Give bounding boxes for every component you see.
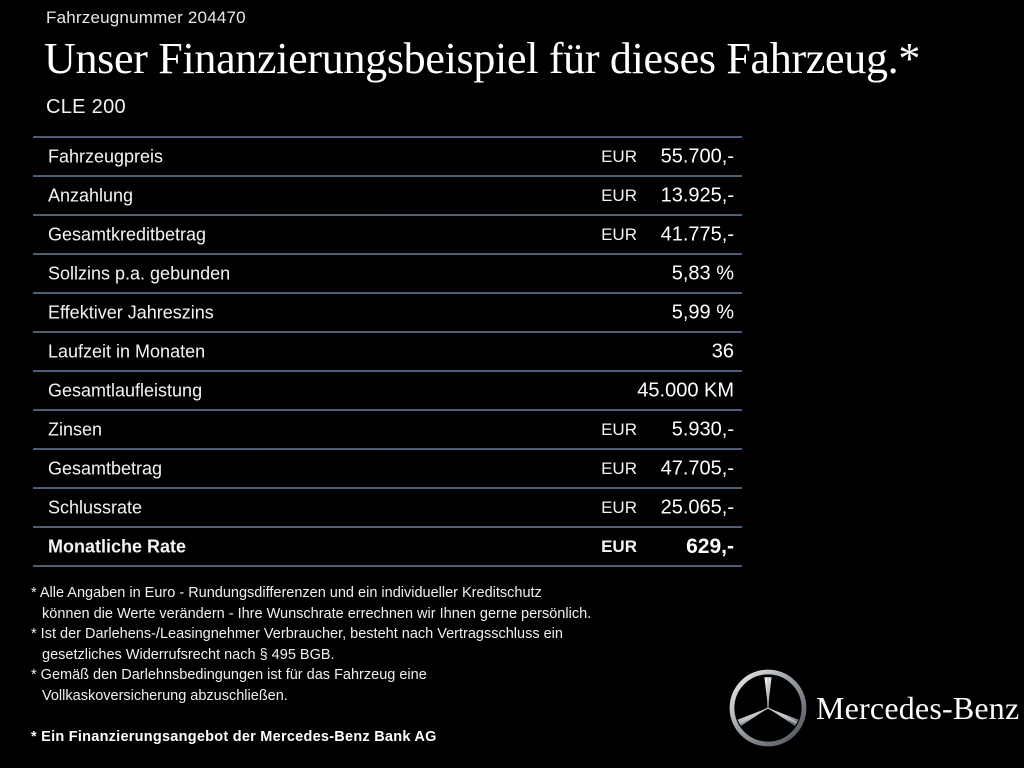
vehicle-model: CLE 200 (46, 96, 126, 118)
footnote-text: gesetzliches Widerrufsrecht nach § 495 B… (42, 646, 335, 663)
table-divider (33, 253, 742, 255)
finance-table: Fahrzeugpreis EUR 55.700,- Anzahlung EUR 13.9… (33, 136, 742, 567)
table-row: Laufzeit in Monaten 36 (33, 333, 742, 370)
row-currency: EUR (601, 458, 637, 478)
footnote-text: Vollkaskoversicherung abzuschließen. (42, 687, 288, 704)
row-label: Gesamtkreditbetrag (48, 224, 207, 244)
table-divider (33, 136, 742, 138)
row-value: 45.000 KM (637, 379, 734, 401)
table-row: Gesamtbetrag EUR 47.705,- (33, 450, 742, 487)
table-divider (33, 448, 742, 450)
row-currency: EUR (601, 146, 637, 166)
row-currency: EUR (601, 536, 637, 556)
row-label: Sollzins p.a. gebunden (48, 263, 231, 283)
row-value: 5.930,- (671, 418, 734, 440)
row-value: 25.065,- (660, 496, 734, 518)
table-row: Gesamtkreditbetrag EUR 41.775,- (33, 216, 742, 253)
table-divider (33, 409, 742, 411)
table-row: Anzahlung EUR 13.925,- (33, 177, 742, 214)
table-row: Gesamtlaufleistung 45.000 KM (33, 372, 742, 409)
row-label: Anzahlung (48, 185, 134, 205)
row-currency: EUR (601, 224, 637, 244)
row-label: Effektiver Jahreszins (48, 302, 214, 322)
table-divider (33, 565, 742, 567)
footnote-text: * Gemäß den Darlehnsbedingungen ist für … (31, 667, 427, 683)
table-divider (33, 331, 742, 333)
footnote-line: Vollkaskoversicherung abzuschließen. (31, 686, 771, 707)
footnote-line: können die Werte verändern - Ihre Wunsch… (31, 604, 771, 625)
table-divider (33, 175, 742, 177)
table-row: Sollzins p.a. gebunden 5,83 % (33, 255, 742, 292)
table-divider (33, 487, 742, 489)
page-title: Unser Finanzierungsbeispiel für dieses F… (44, 34, 921, 83)
footnote-text: können die Werte verändern - Ihre Wunsch… (42, 605, 592, 622)
row-label: Monatliche Rate (48, 536, 187, 556)
row-value: 55.700,- (660, 145, 734, 167)
row-currency: EUR (601, 497, 637, 517)
row-value: 41.775,- (660, 223, 734, 245)
row-label: Gesamtlaufleistung (48, 380, 203, 400)
footnote-text: * Alle Angaben in Euro - Rundungsdiffere… (31, 585, 542, 601)
row-value: 5,99 % (671, 301, 734, 323)
row-value: 13.925,- (660, 184, 734, 206)
table-row: Monatliche Rate EUR 629,- (33, 528, 742, 565)
brand-name: Mercedes-Benz (816, 689, 1020, 726)
mercedes-star-icon (728, 668, 808, 748)
row-currency: EUR (601, 185, 637, 205)
table-row: Effektiver Jahreszins 5,99 % (33, 294, 742, 331)
row-label: Gesamtbetrag (48, 458, 163, 478)
row-label: Laufzeit in Monaten (48, 341, 206, 361)
table-row: Fahrzeugpreis EUR 55.700,- (33, 138, 742, 175)
vehicle-number: Fahrzeugnummer 204470 (46, 8, 246, 27)
bank-note: * Ein Finanzierungsangebot der Mercedes-… (31, 729, 437, 745)
row-value: 47.705,- (660, 457, 734, 479)
row-value: 36 (711, 340, 734, 362)
table-row: Zinsen EUR 5.930,- (33, 411, 742, 448)
table-divider (33, 526, 742, 528)
row-label: Zinsen (48, 419, 103, 439)
table-divider (33, 370, 742, 372)
row-label: Fahrzeugpreis (48, 146, 164, 166)
row-label: Schlussrate (48, 497, 143, 517)
table-divider (33, 214, 742, 216)
footnotes-block: * Alle Angaben in Euro - Rundungsdiffere… (31, 583, 771, 706)
table-row: Schlussrate EUR 25.065,- (33, 489, 742, 526)
row-value: 629,- (686, 534, 734, 558)
table-divider (33, 292, 742, 294)
mercedes-benz-logo: Mercedes-Benz (728, 668, 1019, 748)
footnote-line: * Gemäß den Darlehnsbedingungen ist für … (31, 665, 771, 686)
footnote-line: * Ist der Darlehens-/Leasingnehmer Verbr… (31, 624, 771, 645)
row-currency: EUR (601, 419, 637, 439)
footnote-text: * Ist der Darlehens-/Leasingnehmer Verbr… (31, 626, 563, 642)
footnote-line: * Alle Angaben in Euro - Rundungsdiffere… (31, 583, 771, 604)
row-value: 5,83 % (671, 262, 734, 284)
footnote-line: gesetzliches Widerrufsrecht nach § 495 B… (31, 645, 771, 666)
